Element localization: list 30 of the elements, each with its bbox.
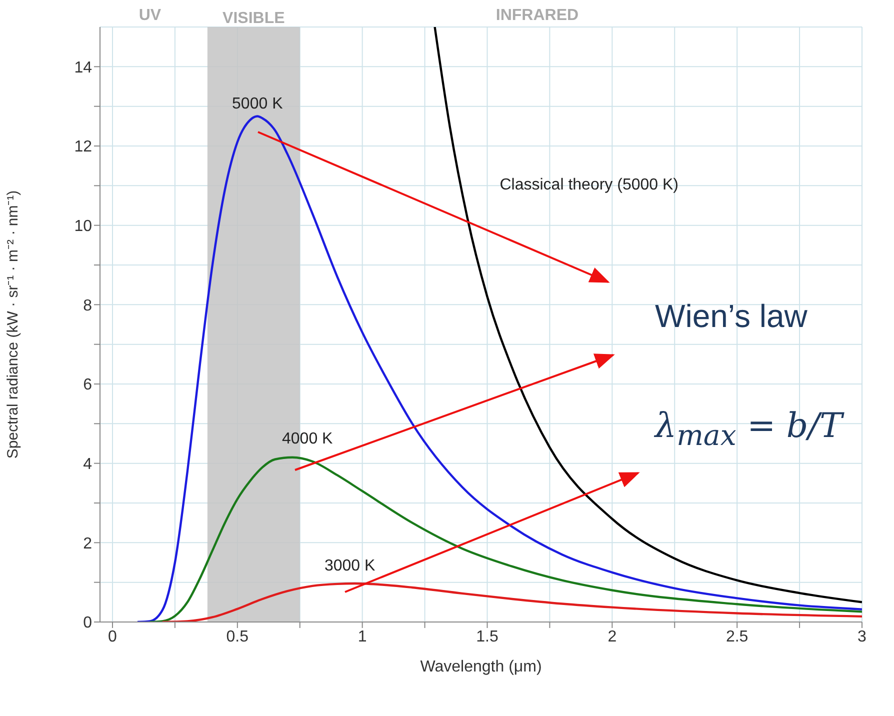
y-tick-label: 4	[83, 456, 92, 474]
y-tick-label: 14	[74, 59, 92, 76]
y-tick-label: 0	[83, 614, 92, 632]
series-label: 5000 K	[232, 95, 284, 112]
text: INFRARED	[496, 7, 579, 24]
x-tick-label: 0.5	[226, 628, 249, 646]
x-tick-label: 3	[858, 628, 867, 646]
x-tick-label: 2.5	[726, 628, 748, 646]
y-tick-label: 2	[83, 535, 92, 552]
annotation: Wien’s law	[655, 298, 808, 335]
y-tick-label: 8	[83, 297, 92, 314]
line-series	[434, 27, 862, 604]
series-label: 4000 K	[282, 430, 334, 448]
x-tick-label: 2	[608, 628, 617, 646]
x-tick-label: 1.5	[476, 628, 498, 646]
series-label: 3000 K	[324, 557, 376, 574]
band-label: VISIBLE	[222, 10, 286, 27]
y-tick-label: 6	[83, 376, 92, 394]
x-axis-title: Wavelength (μm)	[420, 658, 542, 676]
x-tick-label: 1	[358, 628, 367, 646]
line-series	[161, 582, 862, 622]
y-tick-label: 12	[74, 138, 92, 156]
text: Classical theory (5000 K)	[500, 176, 678, 194]
y-tick-label: 10	[74, 218, 92, 236]
y-axis-title: Spectral radiance (kW · sr⁻¹ · m⁻² · nm⁻¹)	[4, 190, 22, 459]
text: UV	[138, 7, 162, 24]
line-series	[136, 115, 862, 622]
x-tick-label: 0	[108, 628, 118, 646]
line-series	[148, 456, 862, 622]
annotation: λ$_{max}$ = b/T	[655, 406, 842, 452]
